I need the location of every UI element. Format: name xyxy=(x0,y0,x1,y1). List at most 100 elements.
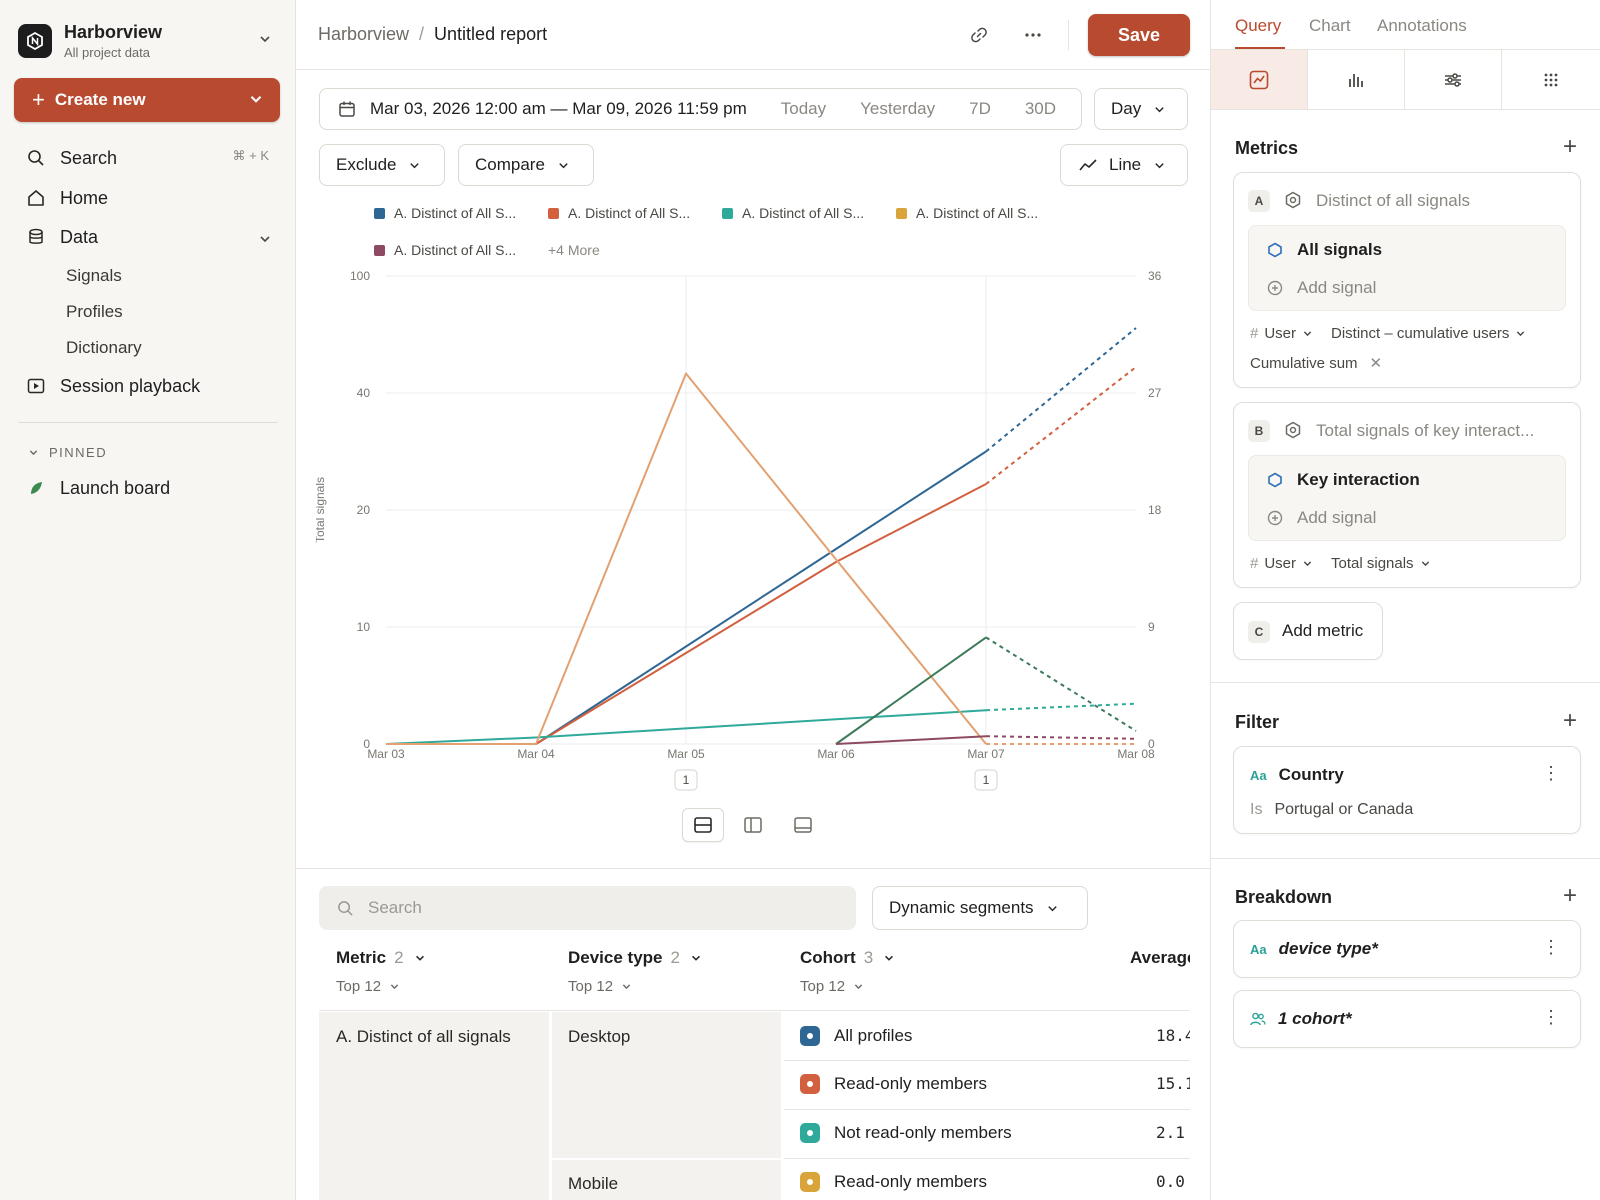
preset-7d[interactable]: 7D xyxy=(969,99,991,118)
tab-chart[interactable]: Chart xyxy=(1309,16,1351,35)
legend-item[interactable]: A. Distinct of All S... xyxy=(896,205,1038,221)
layout-stacked-icon[interactable] xyxy=(682,808,724,842)
table-search-input[interactable]: Search xyxy=(319,886,856,930)
layout-split-icon[interactable] xyxy=(732,808,774,842)
compare-button[interactable]: Compare xyxy=(458,144,594,186)
legend-swatch xyxy=(374,244,385,256)
column-header-cohort[interactable]: Cohort 3 xyxy=(800,948,895,968)
series-projection xyxy=(985,735,1137,740)
grid-dots-icon[interactable] xyxy=(1502,50,1599,109)
pinned-section-toggle[interactable]: PINNED xyxy=(28,445,107,460)
column-header-device-type[interactable]: Device type 2 xyxy=(568,948,702,968)
add-signal-button[interactable]: Add signal xyxy=(1267,278,1376,298)
add-filter-plus-icon[interactable]: + xyxy=(1563,707,1578,734)
dynamic-segments-label: Dynamic segments xyxy=(889,898,1034,917)
column-header-average[interactable]: Average xyxy=(1130,948,1190,968)
chart-view-toggle xyxy=(682,808,832,842)
table-row[interactable]: All profiles xyxy=(800,1026,912,1046)
column-header-metric[interactable]: Metric 2 xyxy=(336,948,426,968)
preset-yesterday[interactable]: Yesterday xyxy=(860,99,936,118)
sidebar-item-launch-board[interactable]: Launch board xyxy=(26,473,170,503)
more-vertical-icon[interactable]: ⋮ xyxy=(1542,763,1560,783)
link-icon[interactable] xyxy=(968,24,990,46)
add-metric-plus-icon[interactable]: + xyxy=(1563,133,1578,160)
chevron-down-icon xyxy=(690,952,702,964)
legend-more[interactable]: +4 More xyxy=(548,242,600,258)
table-row[interactable]: Not read-only members xyxy=(800,1123,1012,1143)
dynamic-segments-select[interactable]: Dynamic segments xyxy=(872,886,1088,930)
breakdown-item[interactable]: Aa device type* ⋮ xyxy=(1233,920,1581,978)
create-new-button[interactable]: + Create new xyxy=(14,78,280,122)
add-signal-button[interactable]: Add signal xyxy=(1267,508,1376,528)
table-row[interactable]: Read-only members xyxy=(800,1074,987,1094)
chart-type-select[interactable]: Line xyxy=(1060,144,1188,186)
legend-item[interactable]: A. Distinct of All S... xyxy=(722,205,864,221)
sidebar-item-signals[interactable]: Signals xyxy=(66,266,122,285)
y-right-tick-label: 27 xyxy=(1148,386,1162,400)
filter-operator[interactable]: Is xyxy=(1250,801,1263,818)
preset-today[interactable]: Today xyxy=(780,99,827,118)
aggregation-entity[interactable]: User xyxy=(1264,325,1297,342)
average-value: 18.4 xyxy=(1156,1026,1190,1045)
filter-title: Filter xyxy=(1235,712,1280,732)
aggregation-measure[interactable]: Total signals xyxy=(1331,555,1414,572)
column-limit-cohort[interactable]: Top 12 xyxy=(800,978,864,995)
bar-chart-icon[interactable] xyxy=(1308,50,1405,109)
sidebar-item-profiles[interactable]: Profiles xyxy=(66,302,123,321)
table-row[interactable]: Read-only members xyxy=(800,1172,987,1192)
save-button[interactable]: Save xyxy=(1088,14,1190,56)
home-icon xyxy=(26,188,46,208)
sidebar-item-home[interactable]: Home xyxy=(26,183,108,213)
metric-card-b[interactable]: B Total signals of key interact... Key i… xyxy=(1233,402,1581,588)
preset-30d[interactable]: 30D xyxy=(1024,99,1057,118)
metric-title[interactable]: Distinct of all signals xyxy=(1316,191,1471,210)
more-options-icon[interactable] xyxy=(1022,24,1044,46)
tab-query[interactable]: Query xyxy=(1235,16,1282,35)
workspace-logo-icon xyxy=(18,24,52,58)
breadcrumb-root[interactable]: Harborview xyxy=(318,24,410,44)
metric-card-a[interactable]: A Distinct of all signals All signals Ad… xyxy=(1233,172,1581,388)
add-breakdown-plus-icon[interactable]: + xyxy=(1563,882,1578,909)
sidebar-item-session-playback[interactable]: Session playback xyxy=(26,371,200,401)
aggregation-entity[interactable]: User xyxy=(1264,555,1297,572)
add-metric-button[interactable]: C Add metric xyxy=(1233,602,1383,660)
column-limit-metric[interactable]: Top 12 xyxy=(336,978,400,995)
legend-item[interactable]: A. Distinct of All S... xyxy=(374,242,516,258)
funnel-flow-icon[interactable] xyxy=(1405,50,1502,109)
y-left-tick-label: 100 xyxy=(350,269,370,283)
sidebar-item-search[interactable]: Search xyxy=(26,143,117,173)
trend-chart-icon[interactable] xyxy=(1211,50,1308,109)
layout-bottom-icon[interactable] xyxy=(782,808,824,842)
panel-divider xyxy=(1211,858,1600,859)
legend-item[interactable]: A. Distinct of All S... xyxy=(548,205,690,221)
report-title[interactable]: Untitled report xyxy=(434,24,548,44)
signal-item[interactable]: Key interaction xyxy=(1267,470,1420,490)
table-header-divider xyxy=(319,1010,1189,1011)
modifier-label[interactable]: Cumulative sum xyxy=(1250,354,1358,372)
row-divider xyxy=(784,1109,1190,1110)
more-vertical-icon[interactable]: ⋮ xyxy=(1542,1007,1560,1027)
granularity-select[interactable]: Day xyxy=(1094,88,1188,130)
section-divider xyxy=(296,868,1210,869)
aggregation-measure[interactable]: Distinct – cumulative users xyxy=(1331,325,1510,342)
sidebar-item-data[interactable]: Data xyxy=(26,222,272,252)
metric-letter: C xyxy=(1248,621,1270,643)
report-header: Harborview / Untitled report Save xyxy=(296,0,1210,70)
more-vertical-icon[interactable]: ⋮ xyxy=(1542,937,1560,957)
breakdown-item[interactable]: 1 cohort* ⋮ xyxy=(1233,990,1581,1048)
signal-item[interactable]: All signals xyxy=(1267,240,1382,260)
filter-card[interactable]: Aa Country ⋮ Is Portugal or Canada xyxy=(1233,746,1581,834)
metric-title[interactable]: Total signals of key interact... xyxy=(1316,421,1535,440)
workspace-switcher[interactable]: Harborview All project data xyxy=(18,18,280,64)
sidebar-item-dictionary[interactable]: Dictionary xyxy=(66,338,142,357)
sidebar-item-label: Data xyxy=(60,226,99,247)
date-range-picker[interactable]: Mar 03, 2026 12:00 am — Mar 09, 2026 11:… xyxy=(319,88,1082,130)
column-limit-device-type[interactable]: Top 12 xyxy=(568,978,632,995)
close-icon[interactable]: ✕ xyxy=(1369,355,1383,372)
exclude-button[interactable]: Exclude xyxy=(319,144,445,186)
legend-item[interactable]: A. Distinct of All S... xyxy=(374,205,516,221)
filter-value[interactable]: Portugal or Canada xyxy=(1274,801,1414,818)
legend-swatch xyxy=(374,207,385,219)
tab-annotations[interactable]: Annotations xyxy=(1377,16,1467,35)
legend-label: A. Distinct of All S... xyxy=(916,205,1039,221)
